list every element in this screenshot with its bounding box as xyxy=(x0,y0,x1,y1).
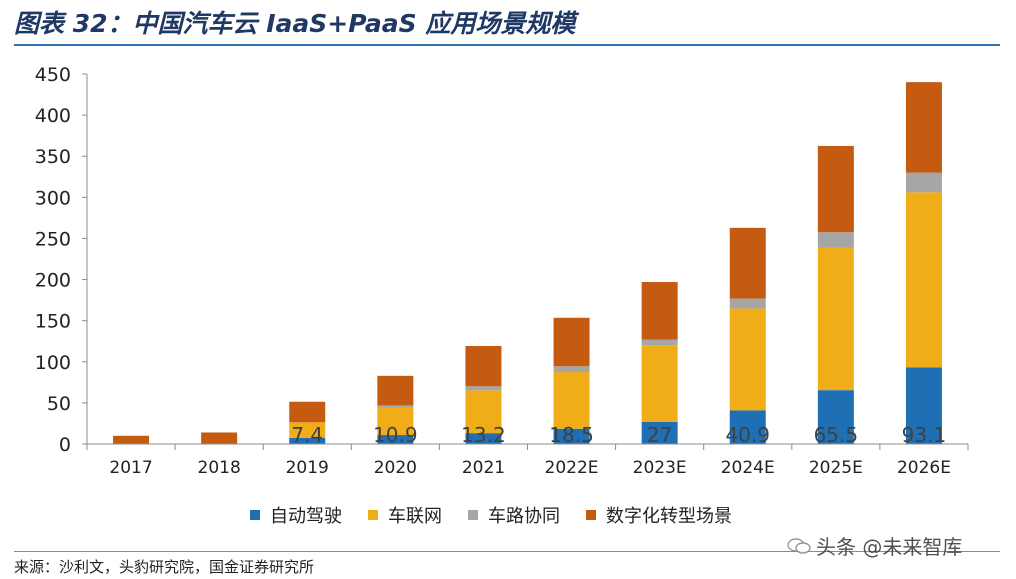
bar-segment-2024E-0 xyxy=(729,410,766,444)
data-label: 40.9 xyxy=(725,423,770,447)
bar-segment-2020-3 xyxy=(377,375,414,406)
data-label: 7.4 xyxy=(291,423,323,447)
legend-swatch xyxy=(250,510,260,520)
legend-label: 车联网 xyxy=(388,506,442,527)
bar-segment-2026E-3 xyxy=(905,82,942,173)
legend-swatch xyxy=(368,510,378,520)
bar-segment-2022E-0 xyxy=(553,428,590,444)
legend-item: 车路协同 xyxy=(468,502,560,528)
legend-swatch xyxy=(468,510,478,520)
bar-segment-2024E-1 xyxy=(729,308,766,411)
bar-segment-2019-3 xyxy=(289,401,326,423)
bar-segment-2021-1 xyxy=(465,390,502,434)
x-tick-label: 2026E xyxy=(897,458,951,478)
x-tick-label: 2025E xyxy=(809,458,863,478)
x-tick-label: 2020 xyxy=(374,458,417,478)
bar-segment-2026E-0 xyxy=(905,367,942,444)
data-labels: 7.4 10.9 13.2 18.5 27 40.9 65.5 93.1 xyxy=(291,423,946,447)
y-tick-label: 100 xyxy=(35,352,71,374)
data-label: 13.2 xyxy=(461,423,506,447)
y-tick-label: 450 xyxy=(35,64,71,86)
legend-swatch xyxy=(586,510,596,520)
bar-segment-2026E-1 xyxy=(905,192,942,368)
bar-segment-2017-3 xyxy=(113,435,150,444)
bars xyxy=(113,82,942,444)
x-tick-label: 2021 xyxy=(462,458,505,478)
legend-item: 自动驾驶 xyxy=(250,502,342,528)
chart-title: 图表 32：中国汽车云 IaaS+PaaS 应用场景规模 xyxy=(14,9,576,38)
x-tick-label: 2022E xyxy=(545,458,599,478)
bar-segment-2021-0 xyxy=(465,433,502,444)
bar-segment-2023E-3 xyxy=(641,282,678,340)
wechat-icon xyxy=(787,537,811,554)
y-tick-label: 300 xyxy=(35,187,71,209)
bar-segment-2025E-1 xyxy=(817,247,854,391)
title-divider xyxy=(14,44,1000,46)
y-tick-label: 0 xyxy=(59,434,71,456)
bar-segment-2024E-3 xyxy=(729,227,766,299)
y-tick-label: 200 xyxy=(35,270,71,292)
bar-segment-2022E-1 xyxy=(553,372,590,429)
data-label: 93.1 xyxy=(902,423,947,447)
legend-item: 车联网 xyxy=(368,502,442,528)
y-axis: 0 50 100 150 200 250 300 350 400 450 xyxy=(35,64,88,456)
bar-segment-2023E-2 xyxy=(641,339,678,346)
legend-label: 自动驾驶 xyxy=(270,506,342,527)
data-label: 27 xyxy=(647,423,672,447)
bar-segment-2026E-2 xyxy=(905,172,942,193)
y-tick-label: 50 xyxy=(47,393,71,415)
legend-label: 车路协同 xyxy=(488,506,560,527)
bar-segment-2024E-2 xyxy=(729,298,766,309)
data-label: 10.9 xyxy=(373,423,418,447)
bar-segment-2019-0 xyxy=(289,437,326,444)
bar-segment-2023E-0 xyxy=(641,421,678,444)
watermark-text: 头条 @未来智库 xyxy=(816,535,963,559)
bar-segment-2020-0 xyxy=(377,435,414,444)
bar-segment-2022E-3 xyxy=(553,317,590,367)
bar-segment-2020-2 xyxy=(377,405,414,408)
x-tick-label: 2024E xyxy=(721,458,775,478)
source-divider xyxy=(14,551,1000,552)
bar-segment-2022E-2 xyxy=(553,366,590,373)
bar-segment-2019-1 xyxy=(289,422,326,438)
bar-segment-2025E-0 xyxy=(817,390,854,444)
bar-segment-2021-2 xyxy=(465,386,502,391)
legend-item: 数字化转型场景 xyxy=(586,502,732,528)
watermark: 头条 @未来智库 xyxy=(786,531,962,560)
x-tick-label: 2019 xyxy=(286,458,329,478)
bar-segment-2025E-2 xyxy=(817,232,854,248)
data-label: 18.5 xyxy=(549,423,594,447)
legend-label: 数字化转型场景 xyxy=(606,506,732,527)
x-axis: 2017 2018 2019 2020 2021 2022E 2023E 2024E 2025E… xyxy=(86,443,969,478)
legend: 自动驾驶 车联网 车路协同 数字化转型场景 xyxy=(250,502,732,528)
bar-segment-2023E-1 xyxy=(641,345,678,422)
y-tick-label: 350 xyxy=(35,146,71,168)
bar-segment-2018-3 xyxy=(201,432,238,444)
bar-segment-2025E-3 xyxy=(817,145,854,233)
y-tick-label: 400 xyxy=(35,105,71,127)
y-tick-label: 150 xyxy=(35,311,71,333)
x-tick-label: 2017 xyxy=(109,458,152,478)
bar-segment-2020-1 xyxy=(377,407,414,436)
source-note: 来源：沙利文，头豹研究院，国金证券研究所 xyxy=(14,558,315,576)
y-tick-label: 250 xyxy=(35,228,71,250)
data-label: 65.5 xyxy=(814,423,859,447)
bar-segment-2021-3 xyxy=(465,345,502,387)
x-tick-label: 2023E xyxy=(633,458,687,478)
x-tick-label: 2018 xyxy=(198,458,241,478)
stacked-bar-chart: 0 50 100 150 200 250 300 350 400 450 2017 2018 2019… xyxy=(35,64,969,478)
